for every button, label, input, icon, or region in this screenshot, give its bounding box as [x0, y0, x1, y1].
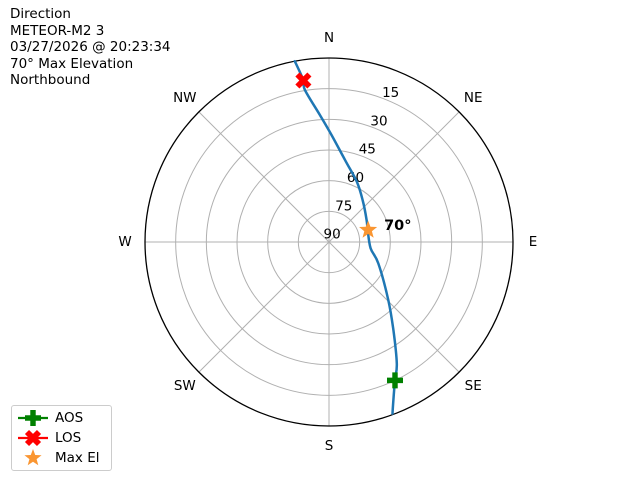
svg-text:W: W: [118, 234, 131, 250]
svg-text:NW: NW: [173, 90, 196, 106]
header-datetime: 03/27/2026 @ 20:23:34: [10, 39, 171, 56]
svg-text:N: N: [324, 30, 334, 46]
header-direction: Northbound: [10, 72, 91, 89]
legend-row-los: LOS: [17, 428, 106, 448]
svg-text:SW: SW: [174, 378, 196, 394]
svg-text:45: 45: [359, 142, 376, 158]
svg-text:E: E: [529, 234, 538, 250]
svg-text:75: 75: [335, 198, 352, 214]
svg-text:S: S: [325, 438, 334, 454]
legend-row-aos: AOS: [17, 408, 106, 428]
svg-text:90: 90: [324, 227, 341, 243]
star-icon: [24, 449, 42, 466]
legend-label-los: LOS: [55, 430, 82, 446]
legend: AOS LOS Max El: [11, 405, 112, 471]
svg-text:15: 15: [382, 85, 399, 101]
pass-info-header: Direction METEOR-M2 3 03/27/2026 @ 20:23…: [10, 6, 171, 89]
header-max-elevation: 70° Max Elevation: [10, 55, 134, 72]
legend-label-maxel: Max El: [55, 450, 100, 466]
plus-icon: [18, 410, 48, 426]
header-satellite: METEOR-M2 3: [10, 22, 105, 39]
header-title: Direction: [10, 6, 71, 22]
legend-row-maxel: Max El: [17, 448, 106, 468]
svg-text:SE: SE: [465, 378, 482, 394]
svg-text:30: 30: [370, 113, 387, 129]
svg-text:70°: 70°: [384, 218, 411, 234]
legend-label-aos: AOS: [55, 410, 84, 426]
x-icon: [18, 429, 48, 447]
svg-text:NE: NE: [464, 90, 483, 106]
